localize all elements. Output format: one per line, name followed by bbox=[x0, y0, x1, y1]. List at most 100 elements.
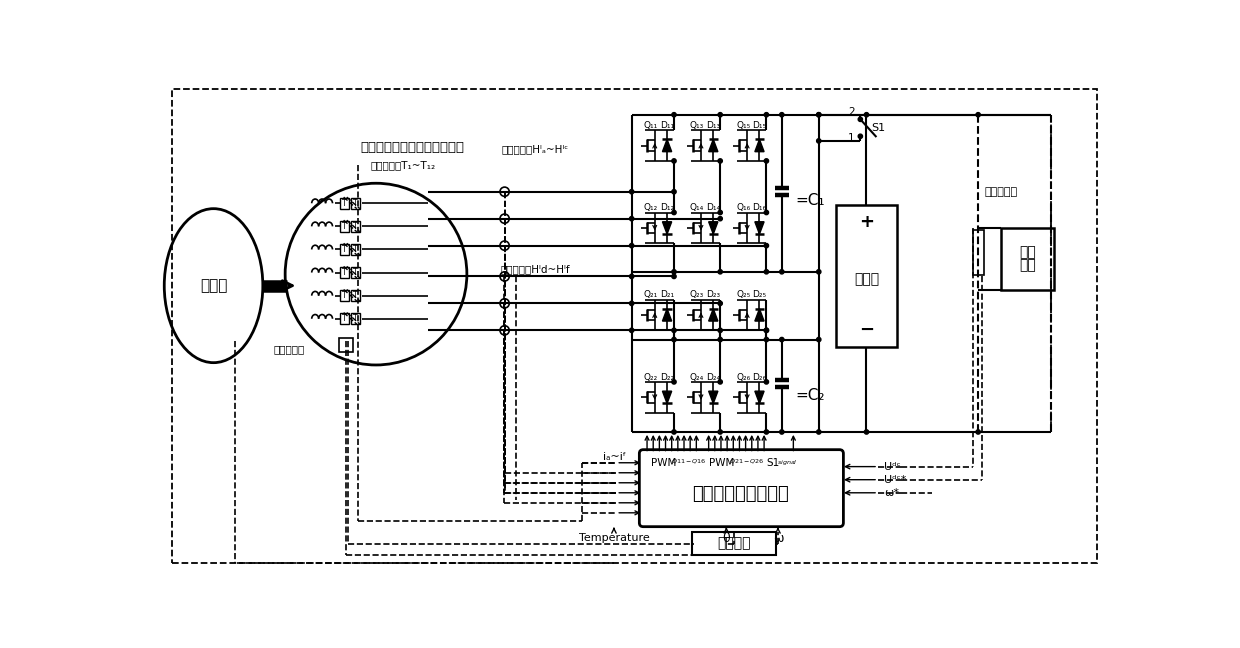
Circle shape bbox=[764, 338, 769, 341]
Text: S1: S1 bbox=[766, 457, 780, 468]
Text: 电流传感器Hᴵₐ~Hᴵᶜ: 电流传感器Hᴵₐ~Hᴵᶜ bbox=[502, 145, 569, 154]
Polygon shape bbox=[708, 308, 718, 321]
Text: 电流传感器Hᴵd~Hᴵf: 电流传感器Hᴵd~Hᴵf bbox=[501, 264, 570, 273]
Bar bbox=[351, 244, 360, 255]
Text: 速度计算: 速度计算 bbox=[717, 537, 750, 551]
Circle shape bbox=[672, 270, 676, 274]
Circle shape bbox=[817, 113, 821, 117]
Circle shape bbox=[672, 274, 676, 279]
Circle shape bbox=[630, 244, 634, 248]
Circle shape bbox=[630, 190, 634, 194]
Text: +: + bbox=[859, 213, 874, 231]
Text: D₂₃: D₂₃ bbox=[707, 290, 720, 299]
Text: 位置传感器: 位置传感器 bbox=[273, 344, 305, 354]
Circle shape bbox=[630, 216, 634, 221]
Bar bbox=[339, 338, 353, 352]
Text: ω: ω bbox=[773, 532, 784, 545]
Text: D₁₂: D₁₂ bbox=[660, 203, 675, 213]
Text: Q₁₂: Q₁₂ bbox=[644, 203, 658, 213]
Circle shape bbox=[630, 328, 634, 332]
Text: 发动机: 发动机 bbox=[200, 278, 227, 293]
Text: Temperature: Temperature bbox=[579, 533, 650, 543]
Bar bbox=[351, 314, 360, 324]
Text: S1: S1 bbox=[872, 123, 885, 133]
Circle shape bbox=[976, 113, 981, 117]
Circle shape bbox=[817, 270, 821, 274]
Text: D₂₅: D₂₅ bbox=[753, 290, 766, 299]
Circle shape bbox=[718, 430, 723, 434]
Text: Q₂₃: Q₂₃ bbox=[689, 290, 704, 299]
Circle shape bbox=[718, 216, 723, 221]
Circle shape bbox=[672, 328, 676, 332]
Circle shape bbox=[764, 328, 769, 332]
Circle shape bbox=[817, 430, 821, 434]
Text: D₂₁: D₂₁ bbox=[660, 290, 675, 299]
Polygon shape bbox=[662, 391, 672, 404]
Polygon shape bbox=[755, 391, 764, 404]
Circle shape bbox=[817, 338, 821, 341]
Text: Q₂₅: Q₂₅ bbox=[737, 290, 750, 299]
Text: T: T bbox=[353, 314, 357, 323]
Text: 1: 1 bbox=[848, 133, 854, 143]
Circle shape bbox=[764, 328, 769, 332]
Text: Uᵈᶜ*: Uᵈᶜ* bbox=[884, 475, 906, 485]
Polygon shape bbox=[755, 308, 764, 321]
Circle shape bbox=[672, 159, 676, 163]
Text: D₁₄: D₁₄ bbox=[707, 203, 720, 213]
Text: θ: θ bbox=[723, 532, 730, 545]
Circle shape bbox=[718, 328, 723, 332]
Polygon shape bbox=[755, 222, 764, 234]
Text: $_{signal}$: $_{signal}$ bbox=[777, 458, 797, 467]
Text: ω*: ω* bbox=[884, 488, 899, 498]
Circle shape bbox=[764, 113, 769, 117]
Bar bbox=[351, 290, 360, 301]
Text: iₐ~iᶠ: iₐ~iᶠ bbox=[603, 452, 626, 463]
Circle shape bbox=[672, 190, 676, 194]
Bar bbox=[340, 314, 350, 324]
Bar bbox=[692, 532, 776, 555]
Text: PWM: PWM bbox=[708, 457, 734, 468]
Circle shape bbox=[780, 270, 784, 274]
Circle shape bbox=[672, 430, 676, 434]
Text: T: T bbox=[342, 222, 347, 231]
Bar bbox=[351, 198, 360, 209]
Text: =C₁: =C₁ bbox=[796, 194, 825, 209]
Circle shape bbox=[672, 211, 676, 214]
Text: D₂₂: D₂₂ bbox=[660, 373, 675, 382]
Bar bbox=[351, 267, 360, 278]
Circle shape bbox=[780, 338, 784, 341]
Bar bbox=[340, 267, 350, 278]
Circle shape bbox=[718, 159, 723, 163]
Text: 温度传感器T₁~T₁₂: 温度传感器T₁~T₁₂ bbox=[371, 160, 435, 170]
Polygon shape bbox=[662, 308, 672, 321]
Text: Q₁₅: Q₁₅ bbox=[737, 121, 750, 130]
Circle shape bbox=[864, 430, 869, 434]
Circle shape bbox=[858, 134, 863, 139]
Text: D₁₃: D₁₃ bbox=[707, 121, 720, 130]
Text: 直流: 直流 bbox=[1019, 246, 1035, 260]
Text: T: T bbox=[353, 245, 357, 254]
Circle shape bbox=[764, 211, 769, 214]
Text: −: − bbox=[859, 321, 874, 340]
Circle shape bbox=[864, 113, 869, 117]
Circle shape bbox=[817, 139, 821, 143]
Text: D₁₅: D₁₅ bbox=[753, 121, 766, 130]
Circle shape bbox=[817, 113, 821, 117]
Text: Q₁₄: Q₁₄ bbox=[689, 203, 704, 213]
Text: T: T bbox=[342, 245, 347, 254]
Text: D₂₆: D₂₆ bbox=[753, 373, 766, 382]
Circle shape bbox=[718, 380, 723, 384]
Circle shape bbox=[718, 113, 723, 117]
Polygon shape bbox=[755, 139, 764, 152]
Circle shape bbox=[858, 117, 863, 121]
FancyBboxPatch shape bbox=[640, 450, 843, 527]
Text: Q₂₂: Q₂₂ bbox=[644, 373, 658, 382]
Bar bbox=[340, 290, 350, 301]
Text: $_{Q21-Q26}$: $_{Q21-Q26}$ bbox=[729, 458, 764, 467]
Circle shape bbox=[630, 274, 634, 279]
Text: Q₂₁: Q₂₁ bbox=[644, 290, 658, 299]
Bar bbox=[340, 221, 350, 232]
Text: 电压传感器: 电压传感器 bbox=[985, 187, 1018, 197]
Text: T: T bbox=[353, 291, 357, 300]
Text: Uᵈᶜ: Uᵈᶜ bbox=[884, 461, 901, 472]
